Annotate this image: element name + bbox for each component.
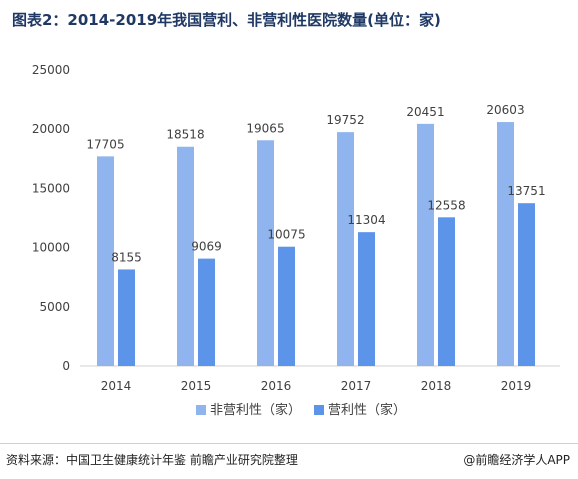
credit-note: @前瞻经济学人APP [463,453,570,467]
x-axis: 2014 2015 2016 2017 2018 2019 [101,379,532,393]
bar-nonprofit [257,140,274,366]
x-tick-label: 2019 [501,379,532,393]
y-tick-label: 10000 [32,241,70,255]
bar-forprofit [198,258,215,366]
bar-nonprofit [417,123,434,366]
footer-divider [0,443,578,444]
data-label-forprofit: 11304 [347,213,385,227]
bar-forprofit [518,203,535,366]
data-label-forprofit: 13751 [507,184,545,198]
y-tick-label: 25000 [32,63,70,77]
x-tick-label: 2018 [421,379,452,393]
y-axis: 0 5000 10000 15000 20000 25000 [32,63,70,373]
data-label-nonprofit: 20451 [406,105,444,119]
bar-forprofit [118,269,135,366]
legend: 非营利性（家） 营利性（家） [196,402,406,418]
bars-group: 17705 8155 18518 9069 19065 10075 19752 11304 20… [86,103,546,366]
legend-label: 非营利性（家） [210,402,301,418]
legend-label: 营利性（家） [328,402,406,418]
data-label-forprofit: 10075 [267,228,305,242]
x-tick-label: 2015 [181,379,212,393]
bar-nonprofit [337,132,354,366]
data-label-forprofit: 12558 [427,198,465,212]
x-tick-label: 2016 [261,379,292,393]
y-tick-label: 0 [62,359,70,373]
y-tick-label: 20000 [32,122,70,136]
data-label-nonprofit: 19752 [326,113,364,127]
data-label-forprofit: 8155 [111,250,142,264]
bar-forprofit [438,217,455,366]
data-label-nonprofit: 17705 [86,137,124,151]
legend-swatch [196,405,206,415]
data-label-forprofit: 9069 [191,240,222,254]
legend-swatch [314,405,324,415]
data-label-nonprofit: 18518 [166,128,204,142]
bar-forprofit [358,232,375,366]
source-note: 资料来源：中国卫生健康统计年鉴 前瞻产业研究院整理 [6,453,298,467]
x-tick-label: 2017 [341,379,372,393]
x-tick-label: 2014 [101,379,132,393]
data-label-nonprofit: 19065 [246,121,284,135]
chart-title: 图表2：2014-2019年我国营利、非营利性医院数量(单位：家) [12,11,441,29]
data-label-nonprofit: 20603 [486,103,524,117]
y-tick-label: 15000 [32,181,70,195]
y-tick-label: 5000 [39,300,70,314]
bar-nonprofit [177,146,194,366]
bar-forprofit [278,246,295,366]
bar-nonprofit [497,122,514,366]
bar-nonprofit [97,156,114,366]
